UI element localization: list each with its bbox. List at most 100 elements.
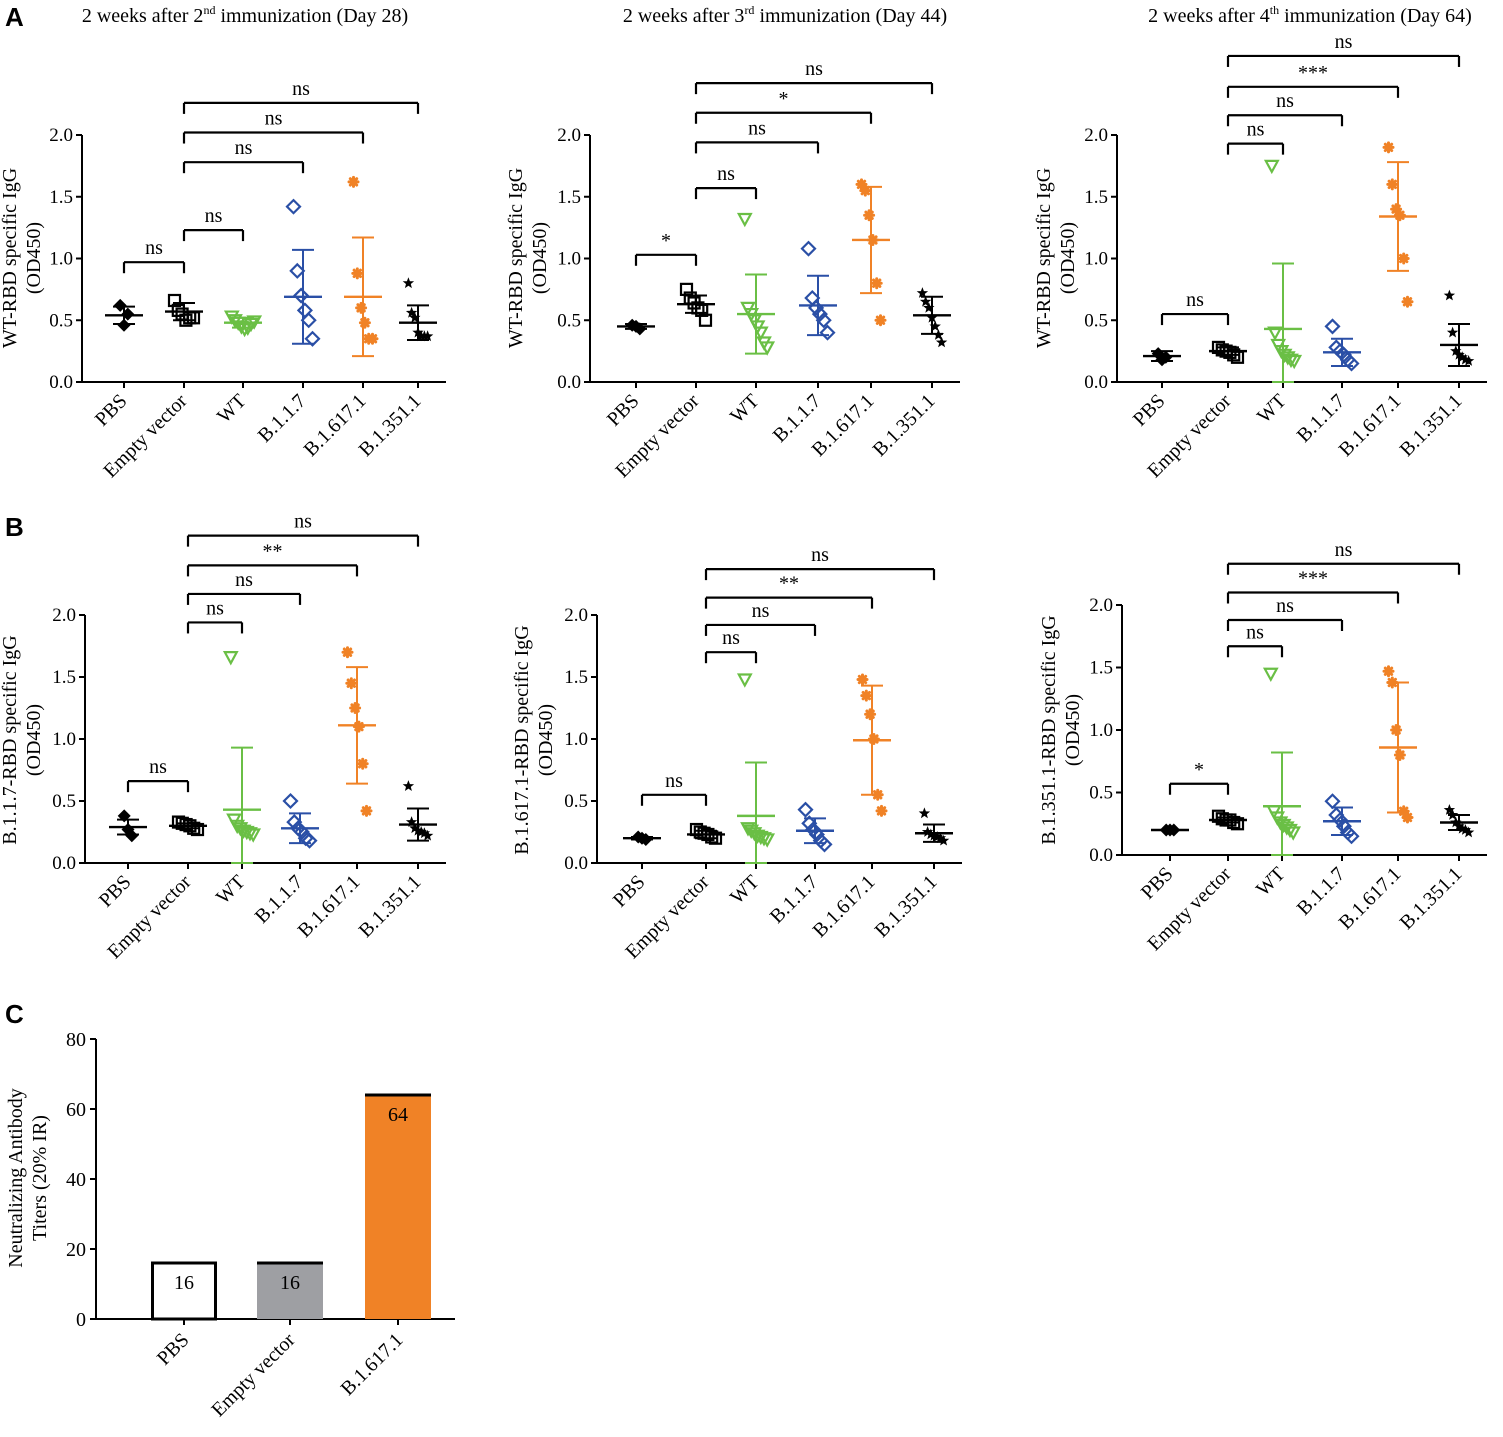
- y-tick-label: 1.0: [49, 249, 73, 270]
- data-point: [360, 804, 373, 817]
- data-point: [409, 311, 421, 323]
- data-point: [366, 332, 379, 345]
- chart-b2: 0.0 0.5 1.0 1.5 2.0 B.1.617.1-RBD specific Ig…: [511, 544, 962, 963]
- y-axis-label: B.1.1.7-RBD specific IgG (OD450): [0, 635, 45, 844]
- data-point: [1401, 295, 1414, 308]
- x-tick-label: PBS: [603, 390, 644, 431]
- data-point: [935, 336, 948, 348]
- data-point: [405, 306, 418, 318]
- data-point: [1263, 159, 1280, 175]
- data-point: [1386, 178, 1399, 191]
- data-point: [815, 312, 832, 329]
- comparison-label: ns: [1186, 289, 1204, 311]
- data-point: [916, 287, 929, 298]
- y-axis-label-line: B.1.617.1-RBD specific IgG: [511, 625, 533, 854]
- data-point: [418, 827, 431, 839]
- comparison-label: ns: [1276, 90, 1294, 112]
- y-axis-label-line: (OD450): [1057, 222, 1079, 294]
- asterisk-core: [859, 676, 866, 683]
- y-axis-label-line: (OD450): [23, 222, 45, 294]
- comparison-label: ns: [717, 163, 735, 185]
- panel-a2-title-sup: rd: [744, 3, 754, 17]
- data-point: [293, 823, 310, 841]
- data-point: [736, 212, 753, 228]
- y-axis-label-line: B.1.351.1-RBD specific IgG: [1038, 615, 1060, 844]
- x-tick-label: PBS: [1129, 390, 1170, 431]
- panel-a1-title: 2 weeks after 2nd immunization (Day 28): [82, 3, 408, 27]
- y-tick-label: 0.0: [52, 853, 76, 874]
- x-tick-label: Empty vector: [207, 1329, 299, 1421]
- data-point: [351, 267, 364, 280]
- data-point: [867, 733, 880, 745]
- panel-a3-title-sup: th: [1270, 3, 1279, 17]
- data-point: [289, 262, 306, 279]
- comparison-label: ns: [1276, 595, 1294, 617]
- y-tick-label: 1.5: [564, 667, 588, 688]
- data-point: [1267, 326, 1283, 341]
- x-tick-label: WT: [213, 390, 251, 428]
- data-point: [870, 277, 883, 290]
- data-point: [243, 317, 259, 333]
- comparison-label: *: [779, 88, 789, 110]
- asterisk-core: [363, 807, 370, 814]
- data-point: [304, 330, 321, 347]
- y-tick-label: 0.0: [49, 372, 73, 393]
- data-point: [797, 801, 814, 818]
- data-point: [285, 198, 302, 215]
- bar-value-label: 64: [388, 1104, 408, 1126]
- x-tick-label: B.1.617.1: [1335, 390, 1406, 461]
- data-point: [1262, 667, 1279, 683]
- data-point: [1382, 141, 1395, 154]
- data-point: [752, 326, 769, 341]
- data-point: [167, 293, 182, 308]
- comparison-label: ns: [292, 78, 310, 100]
- asterisk-core: [1400, 255, 1407, 262]
- comparison-label: ns: [1247, 119, 1265, 141]
- bar-value-label: 16: [174, 1272, 194, 1294]
- x-tick-label: B.1.617.1: [294, 871, 365, 942]
- data-point: [349, 702, 362, 714]
- y-axis-label: WT-RBD specific IgG (OD450): [505, 168, 551, 348]
- data-point: [358, 316, 371, 329]
- data-point: [341, 646, 354, 659]
- y-tick-label: 1.0: [557, 249, 581, 270]
- y-axis-label-line: Neutralizing Antibody: [5, 1088, 27, 1267]
- comparison-label: ns: [206, 597, 224, 619]
- data-point: [1285, 826, 1302, 841]
- data-point: [1450, 345, 1462, 356]
- asterisk-core: [878, 807, 885, 814]
- data-point: [759, 341, 776, 356]
- y-tick-label: 1.5: [1089, 658, 1113, 679]
- y-tick-label: 80: [66, 1029, 86, 1051]
- y-axis-label-line: (OD450): [529, 222, 551, 294]
- chart-a1: 0.0 0.5 1.0 1.5 2.0 WT-RBD specific IgG (OD450…: [0, 78, 446, 482]
- data-point: [1393, 749, 1406, 761]
- asterisk-core: [354, 270, 361, 277]
- y-tick-label: 0.5: [564, 791, 588, 812]
- data-point: [1286, 354, 1303, 370]
- data-point: [921, 826, 934, 837]
- comparison-label: ns: [1246, 621, 1264, 643]
- x-tick-label: PBS: [609, 871, 650, 912]
- data-point: [929, 320, 941, 332]
- data-point: [756, 832, 772, 847]
- bar-value-label: 16: [280, 1272, 300, 1294]
- comparison-label: ns: [294, 511, 312, 533]
- y-tick-label: 1.0: [1084, 249, 1108, 270]
- y-axis-label: WT-RBD specific IgG (OD450): [1033, 168, 1079, 348]
- x-tick-label: B.1.1.7: [251, 871, 308, 928]
- y-tick-label: 0.5: [52, 791, 76, 812]
- comparison-label: ns: [752, 600, 770, 622]
- data-point: [808, 826, 825, 843]
- data-point: [856, 673, 869, 686]
- data-point: [402, 277, 415, 289]
- comparison-label: **: [263, 540, 283, 562]
- bar: [257, 1263, 323, 1319]
- data-point: [405, 816, 418, 827]
- data-point: [1456, 351, 1468, 363]
- panel-a1-title-post: immunization (Day 28): [215, 5, 408, 27]
- chart-a2: 0.0 0.5 1.0 1.5 2.0 WT-RBD specific IgG (OD450…: [505, 58, 960, 482]
- data-point: [923, 301, 935, 313]
- x-tick-label: WT: [726, 390, 764, 428]
